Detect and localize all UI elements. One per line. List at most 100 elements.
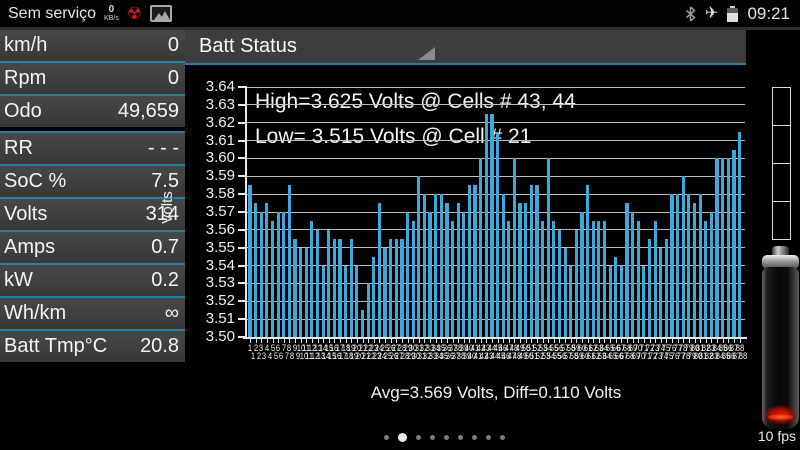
x-tick-label: 63 [597,351,607,361]
cell-voltage-bar [254,203,258,337]
metric-row-amps[interactable]: Amps 0.7 [0,232,185,265]
x-tick-label: 34 [431,343,440,353]
x-tick-label: 45 [496,351,505,361]
bluetooth-icon [686,5,696,22]
metric-row-volts[interactable]: Volts 314 [0,199,185,232]
metric-label: RR [4,137,33,159]
chart-selector-spinner[interactable]: Batt Status [185,30,746,65]
metric-row-batt-tmp-c[interactable]: Batt Tmp°C 20.8 [0,331,185,362]
x-tick [379,339,381,343]
x-tick-label: 57 [560,343,570,353]
x-tick-label: 4 [267,351,273,361]
x-tick-label: 47 [507,351,517,361]
x-tick [418,339,420,343]
x-tick [593,339,595,343]
metric-row-rr[interactable]: RR - - - [0,133,185,166]
x-tick-label: 23 [369,343,379,353]
metric-row-odo[interactable]: Odo 49,659 [0,96,185,127]
metric-row-kw[interactable]: kW 0.2 [0,265,185,298]
cell-voltage-bar [450,220,455,337]
cell-voltage-bar [479,158,483,337]
x-tick-label: 65 [608,351,618,361]
y-tick-label: 3.60 [205,149,235,167]
x-tick-label: 23 [372,351,382,361]
metric-row-km-h[interactable]: km/h 0 [0,30,185,63]
cell-voltage-bar [383,247,387,337]
x-tick [688,339,690,343]
x-tick-label: 25 [380,343,390,353]
metric-label: Rpm [4,67,47,89]
data-rate-value: 0 [108,4,115,15]
x-tick-label: 38 [453,343,463,353]
cell-voltage-bar [405,212,410,337]
y-tick [238,300,246,303]
x-tick [278,339,280,343]
y-axis-title: Volts [158,191,176,224]
gallery-icon [150,5,173,22]
x-tick-label: 17 [338,351,348,361]
cell-voltage-bar [709,212,713,337]
x-tick [683,339,685,343]
metric-label: SoC % [4,170,67,192]
x-tick-label: 51 [527,343,536,353]
x-tick [559,339,561,343]
cell-voltage-bar [636,220,640,337]
x-tick [497,339,499,343]
y-tick-label: 3.53 [205,274,235,292]
x-tick-label: 79 [684,343,694,353]
metric-row-wh-km[interactable]: Wh/km ∞ [0,298,185,331]
low-annotation: Low= 3.515 Volts @ Cell # 21 [255,125,532,148]
x-tick-label: 84 [715,351,725,361]
metric-value: 314 [145,203,179,225]
x-tick-label: 81 [698,351,708,361]
x-tick-label: 79 [687,351,697,361]
x-tick-label: 30 [411,351,421,361]
x-tick [261,339,263,343]
x-tick [458,339,460,343]
page-dot [500,434,505,440]
y-tick-label: 3.63 [205,95,235,113]
x-tick [469,339,471,343]
x-tick [351,339,353,343]
cell-voltage-bar [259,212,263,337]
x-tick [452,339,454,343]
x-tick [548,339,550,343]
x-tick-label: 43 [482,343,491,353]
page-dot [430,434,435,440]
metric-row-rpm[interactable]: Rpm 0 [0,63,185,96]
x-tick-label: 30 [408,343,418,353]
x-tick [615,339,617,343]
x-tick [401,339,403,343]
x-tick-label: 53 [541,351,550,361]
x-tick-label: 52 [535,351,545,361]
status-bar: Sem serviço 0 KB/s ☢ ✈ 09:21 [0,0,800,27]
x-tick [694,339,696,343]
x-tick [491,339,493,343]
x-tick-label: 75 [665,351,674,361]
metric-row-soc-[interactable]: SoC % 7.5 [0,166,185,199]
cell-voltage-bar [495,131,500,337]
y-tick-label: 3.55 [205,238,235,256]
y-tick [238,318,246,321]
x-tick-label: 70 [633,343,643,353]
x-tick-label: 46 [501,351,511,361]
cell-voltage-bar [721,158,725,337]
x-tick-label: 6 [278,351,284,361]
cell-voltage-bar [552,220,556,337]
cell-voltage-bar [344,265,348,337]
x-tick-label: 45 [493,343,502,353]
x-tick-label: 66 [611,343,620,353]
x-tick-label: 29 [406,351,415,361]
metric-value: 49,659 [117,100,179,122]
x-tick-label: 74 [659,351,669,361]
y-axis-line [245,86,247,339]
page-dot [472,434,477,440]
x-tick [424,339,426,343]
x-tick [295,339,296,343]
cell-voltage-bar [507,220,511,337]
x-tick [717,339,719,343]
x-tick [632,339,634,343]
x-tick-label: 12 [310,351,320,361]
cell-voltage-bar [366,283,370,337]
